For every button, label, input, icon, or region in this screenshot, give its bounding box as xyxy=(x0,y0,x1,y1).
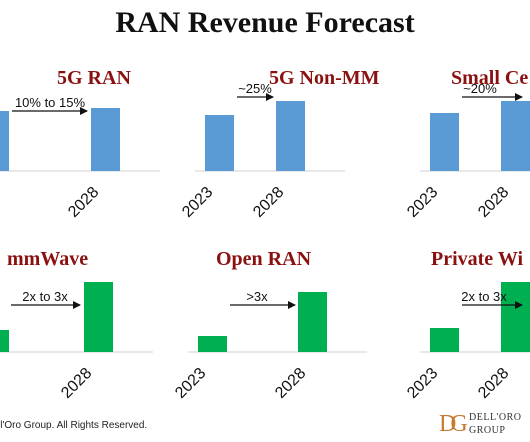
growth-label: 2x to 3x xyxy=(461,289,507,304)
growth-label: 10% to 15% xyxy=(15,95,86,110)
bar-2028 xyxy=(276,101,305,171)
panel-title: Small Ce xyxy=(451,67,528,89)
growth-label: >3x xyxy=(246,289,268,304)
tick-label: 2023 xyxy=(404,365,441,402)
bar-2023 xyxy=(430,113,459,171)
bar-2023 xyxy=(205,115,234,171)
tick-label: 2023 xyxy=(172,365,209,402)
bar-2023 xyxy=(0,111,9,171)
tick-label: 2023 xyxy=(179,184,216,221)
panel-title: 5G Non-MM xyxy=(269,67,380,89)
page-title: RAN Revenue Forecast xyxy=(115,6,415,39)
tick-label: 2028 xyxy=(58,365,95,402)
bar-2023 xyxy=(430,328,459,352)
bar-2028 xyxy=(501,282,530,352)
bar-2028 xyxy=(84,282,113,352)
bar-2028 xyxy=(501,101,530,171)
logo-line-1: DELL'ORO xyxy=(469,412,522,423)
tick-label: 2028 xyxy=(475,365,512,402)
panel-title: Open RAN xyxy=(216,248,312,270)
growth-label: ~20% xyxy=(463,81,497,96)
dell-oro-logo: DG DELL'ORO GROUP xyxy=(439,409,530,442)
panel-title: mmWave xyxy=(7,248,88,270)
growth-label: ~25% xyxy=(238,81,272,96)
tick-label: 2028 xyxy=(475,184,512,221)
tick-label: 2028 xyxy=(250,184,287,221)
bar-2023 xyxy=(198,336,227,352)
tick-label: 2028 xyxy=(65,184,102,221)
logo-line-2: GROUP xyxy=(469,425,506,436)
logo-wordmark: DELL'ORO GROUP xyxy=(469,411,521,437)
tick-label: 2028 xyxy=(272,365,309,402)
copyright-notice: ll'Oro Group. All Rights Reserved. xyxy=(0,420,148,431)
logo-mark-icon: DG xyxy=(439,411,468,437)
panel-title: 5G RAN xyxy=(57,67,131,89)
bar-2028 xyxy=(91,108,120,171)
bar-2028 xyxy=(298,292,327,352)
bar-2023 xyxy=(0,330,9,352)
growth-label: 2x to 3x xyxy=(22,289,68,304)
panel-title: Private Wi xyxy=(431,248,523,270)
tick-label: 2023 xyxy=(404,184,441,221)
